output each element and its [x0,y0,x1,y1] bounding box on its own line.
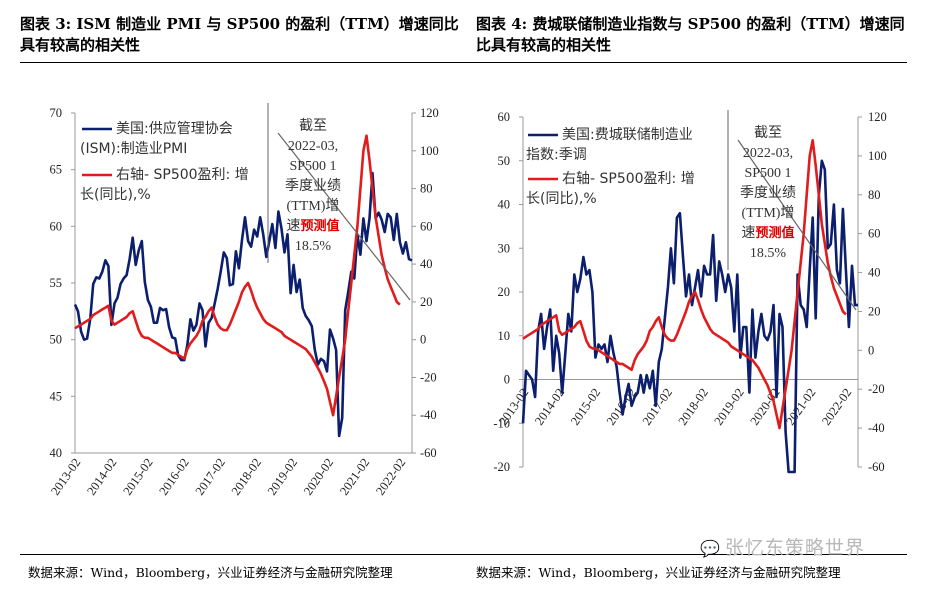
annotation-forecast-line: 速预测值 [286,218,339,234]
right-tick-label: 120 [868,110,887,124]
series-line-sp500-earnings [522,139,847,430]
legend-label: 右轴- SP500盈利: 增 [562,171,695,187]
annotation-line: 截至 [299,118,327,134]
left-tick-label: -10 [493,416,510,430]
watermark: 💬 张忆东策略世界 [700,533,865,560]
x-tick-label: 2015-02 [568,386,603,428]
annotation-line: SP500 1 [289,159,336,174]
right-tick-label: 20 [420,295,433,309]
left-tick-label: 0 [504,373,510,387]
right-tick-label: 100 [868,149,887,163]
series-line-sp500-earnings [74,134,401,417]
left-tick-label: 55 [50,276,63,290]
left-tick-label: 50 [498,154,511,168]
legend-bg [524,168,676,210]
left-tick-label: -20 [493,460,510,474]
legend-label: 美国:费城联储制造业 [562,127,693,143]
annotation-line: 2022-03, [288,139,338,154]
left-tick-label: 40 [50,446,63,460]
annotation-arrow [277,132,411,301]
right-tick-label: 80 [868,188,881,202]
left-chart-title: 图表 3: ISM 制造业 PMI 与 SP500 的盈利（TTM）增速同比具有… [20,15,459,54]
right-tick-label: 120 [420,106,439,120]
left-tick-label: 60 [50,219,63,233]
series-line-index [521,159,858,474]
legend-bg [524,124,676,166]
annotation-line: 季度业绩 [285,178,341,194]
annotation-forecast-line: 速预测值 [741,225,794,241]
annotation-prefix: 速 [741,225,755,241]
left-tick-label: 60 [498,110,511,124]
annotation-line: 2022-03, [743,146,793,161]
x-tick-label: 2022-02 [819,386,854,428]
legend-bg [78,118,230,160]
right-chart-title: 图表 4: 费城联储制造业指数与 SP500 的盈利（TTM）增速同比具有较高的… [476,15,905,54]
x-tick-label: 2018-02 [676,386,711,428]
annotation-value: 18.5% [295,239,332,254]
x-tick-label: 2013-02 [496,386,531,428]
right-tick-label: 100 [420,144,439,158]
legend-label: 长(同比),% [80,187,151,203]
annotation-line: 截至 [754,125,782,141]
annotation-line: (TTM)增 [742,205,795,221]
bottom-divider [20,554,907,555]
right-tick-label: 0 [420,333,426,347]
x-tick-label: 2021-02 [783,386,818,428]
left-tick-label: 20 [498,285,511,299]
left-tick-label: 50 [50,333,63,347]
annotation-line: SP500 1 [744,166,791,181]
right-tick-label: 0 [868,343,874,357]
right-source-note: 数据来源：Wind，Bloomberg，兴业证券经济与金融研究院整理 [476,565,841,580]
left-tick-label: 30 [498,241,511,255]
right-tick-label: -60 [420,446,437,460]
left-tick-label: 45 [50,389,63,403]
annotation-prefix: 速 [286,218,300,234]
watermark-text: 张忆东策略世界 [724,537,865,559]
legend-label: 长(同比),% [526,191,597,207]
right-tick-label: -20 [420,370,437,384]
series-line-index [73,171,413,438]
left-source-note: 数据来源：Wind，Bloomberg，兴业证券经济与金融研究院整理 [28,565,393,580]
annotation-value: 18.5% [750,246,787,261]
chart-ism-pmi-vs-sp500: 40 45 50 55 60 65 70 -60 -40 -20 0 20 40 60 80 100 120 20… [48,103,439,498]
right-tick-label: -40 [868,421,885,435]
left-tick-label: 40 [498,198,511,212]
right-tick-label: 40 [420,257,433,271]
right-tick-label: 80 [420,182,433,196]
right-tick-label: 60 [868,227,881,241]
legend-bg [78,164,230,206]
right-tick-label: 60 [420,219,433,233]
legend-label: 右轴- SP500盈利: 增 [116,167,249,183]
right-tick-label: -60 [868,460,885,474]
legend: 美国:供应管理协会 (ISM):制造业PMI 右轴- SP500盈利: 增长(同比)… [78,118,249,206]
legend-label: 美国:供应管理协会 [116,120,233,137]
legend-label: (ISM):制造业PMI [80,141,187,157]
annotation-line: 季度业绩 [740,185,796,201]
wechat-icon: 💬 [700,539,721,558]
left-tick-label: 10 [498,329,511,343]
legend-label: 指数:季调 [526,147,587,163]
left-tick-label: 65 [50,163,63,177]
right-tick-label: 40 [868,266,881,280]
right-tick-label: -20 [868,382,885,396]
annotation-forecast-label: 预测值 [755,225,794,241]
right-tick-label: -40 [420,408,437,422]
top-divider [20,62,907,63]
annotation-line: (TTM)增 [287,198,340,214]
left-tick-label: 70 [50,106,63,120]
x-tick-label: 2019-02 [711,386,746,428]
right-tick-label: 20 [868,304,881,318]
annotation-forecast-label: 预测值 [300,218,339,234]
annotation-arrow [737,139,857,311]
chart-philly-fed-vs-sp500: -20 -10 0 10 20 30 40 50 60 -60 -40 -20 0 20 40 60 80 100… [493,110,887,474]
